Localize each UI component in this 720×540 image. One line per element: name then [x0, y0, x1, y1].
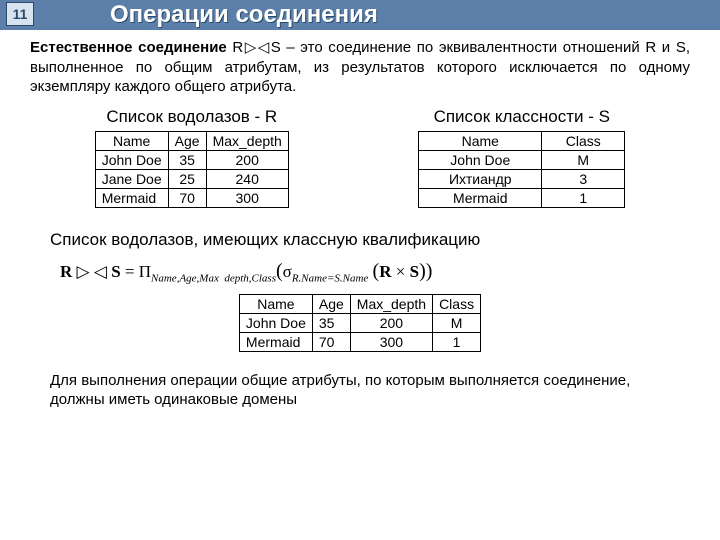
- th: Name: [419, 131, 542, 150]
- header-bar: 11 Операции соединения: [0, 0, 720, 30]
- td: 35: [168, 150, 206, 169]
- footer-note: Для выполнения операции общие атрибуты, …: [50, 372, 670, 410]
- td: 70: [168, 188, 206, 207]
- td: 300: [206, 188, 288, 207]
- intro-text: Естественное соединение R▷◁S – это соеди…: [30, 38, 690, 97]
- table-r: Name Age Max_depth John Doe 35 200 Jane …: [95, 131, 289, 208]
- th: Max_depth: [350, 294, 432, 313]
- td: М: [433, 313, 481, 332]
- table-s: Name Class John Doe М Ихтиандр 3 Mermaid…: [418, 131, 625, 208]
- table-row: Jane Doe 25 240: [95, 169, 288, 188]
- td: Mermaid: [95, 188, 168, 207]
- table-row: John Doe 35 200 М: [239, 313, 480, 332]
- th: Name: [239, 294, 312, 313]
- td: Mermaid: [419, 188, 542, 207]
- th: Name: [95, 131, 168, 150]
- tables-row: Список водолазов - R Name Age Max_depth …: [30, 107, 690, 208]
- td: М: [542, 150, 625, 169]
- th: Age: [312, 294, 350, 313]
- td: 1: [542, 188, 625, 207]
- result-table-wrap: Name Age Max_depth Class John Doe 35 200…: [30, 294, 690, 352]
- th: Class: [433, 294, 481, 313]
- td: 300: [350, 332, 432, 351]
- body: Естественное соединение R▷◁S – это соеди…: [0, 30, 720, 409]
- th: Age: [168, 131, 206, 150]
- td: John Doe: [95, 150, 168, 169]
- td: Ихтиандр: [419, 169, 542, 188]
- table-row: John Doe М: [419, 150, 625, 169]
- td: John Doe: [239, 313, 312, 332]
- table-row: Mermaid 70 300: [95, 188, 288, 207]
- td: 1: [433, 332, 481, 351]
- th: Class: [542, 131, 625, 150]
- th: Max_depth: [206, 131, 288, 150]
- td: 200: [350, 313, 432, 332]
- table-r-title: Список водолазов - R: [106, 107, 277, 127]
- td: 35: [312, 313, 350, 332]
- table-row: Mermaid 1: [419, 188, 625, 207]
- table-s-block: Список классности - S Name Class John Do…: [418, 107, 625, 208]
- td: 25: [168, 169, 206, 188]
- table-s-title: Список классности - S: [434, 107, 610, 127]
- td: 70: [312, 332, 350, 351]
- td: Jane Doe: [95, 169, 168, 188]
- page-title: Операции соединения: [110, 1, 378, 29]
- table-r-block: Список водолазов - R Name Age Max_depth …: [95, 107, 289, 208]
- result-title: Список водолазов, имеющих классную квали…: [50, 230, 690, 250]
- table-result: Name Age Max_depth Class John Doe 35 200…: [239, 294, 481, 352]
- td: Mermaid: [239, 332, 312, 351]
- td: John Doe: [419, 150, 542, 169]
- intro-bold: Естественное соединение: [30, 39, 227, 56]
- td: 200: [206, 150, 288, 169]
- table-row: John Doe 35 200: [95, 150, 288, 169]
- formula: R ▷ ◁ S = ΠName,Age,Max depth,Class(σR.N…: [60, 260, 690, 284]
- table-row: Ихтиандр 3: [419, 169, 625, 188]
- table-row: Mermaid 70 300 1: [239, 332, 480, 351]
- td: 240: [206, 169, 288, 188]
- td: 3: [542, 169, 625, 188]
- slide-number: 11: [6, 2, 34, 26]
